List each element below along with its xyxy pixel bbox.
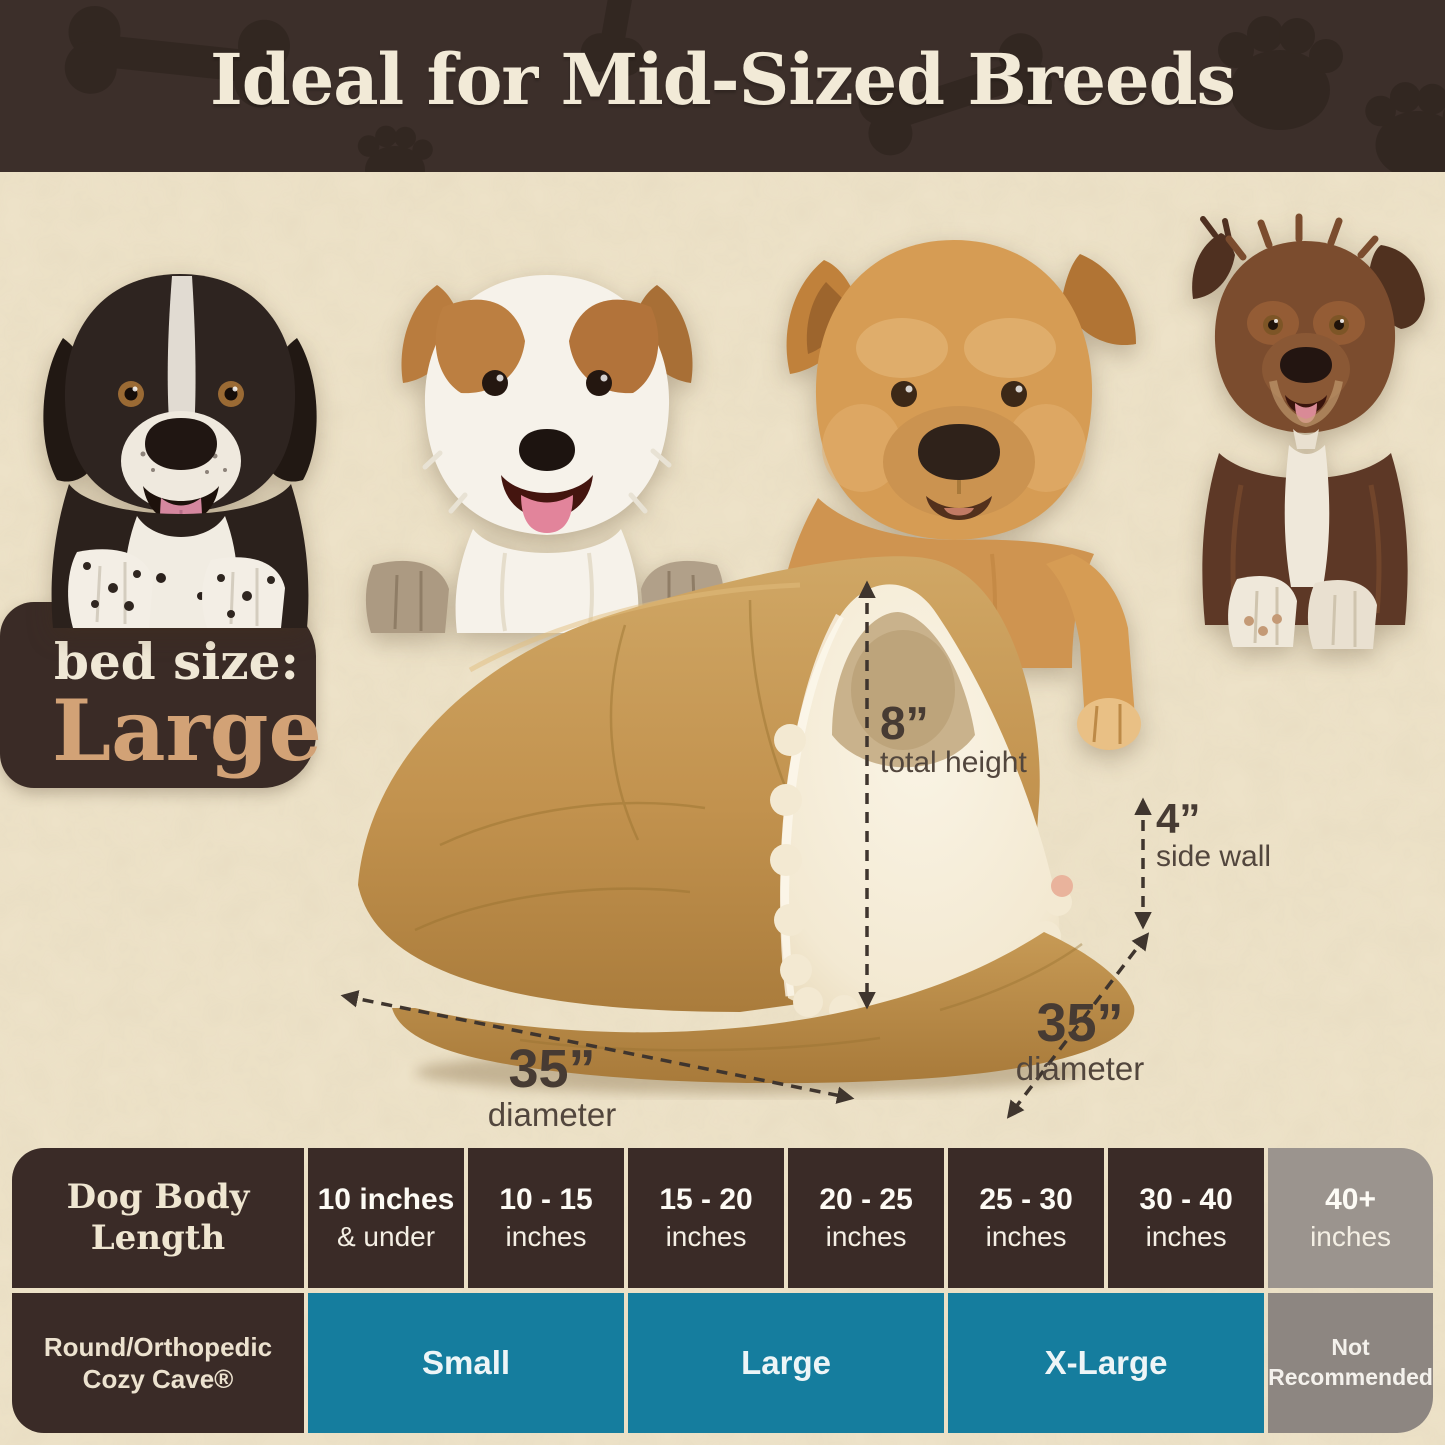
diameter-left-value: 35” [508, 1039, 596, 1099]
row2-header-line2: Cozy Cave® [82, 1364, 234, 1394]
chart-col-40-plus: 40+ inches [1268, 1148, 1433, 1288]
size-chart: Dog Body Length 10 inches & under 10 - 1… [12, 1148, 1433, 1433]
bone-icon [858, 33, 1052, 156]
row2-header-line1: Round/Orthopedic [43, 1331, 273, 1362]
chart-cell-xlarge: X-Large [948, 1293, 1265, 1433]
page-title: Ideal for Mid-Sized Breeds [210, 38, 1236, 121]
total-height-caption: total height [880, 746, 1027, 779]
row1-header-line1: Dog Body [66, 1177, 250, 1218]
chart-col-10-15: 10 - 15 inches [468, 1148, 625, 1288]
chart-row2-header: Round/Orthopedic Cozy Cave® [12, 1293, 304, 1433]
dog-photo-pointer-puppy [43, 274, 317, 628]
side-wall-label: 4” side wall [1156, 798, 1356, 875]
bone-icon [580, 0, 645, 77]
row1-header-line2: Length [90, 1218, 226, 1258]
diameter-left-caption: diameter [487, 1096, 617, 1133]
chart-col-25-30: 25 - 30 inches [948, 1148, 1105, 1288]
side-wall-caption: side wall [1156, 840, 1272, 873]
diameter-right-value: 35” [1036, 993, 1124, 1053]
chart-row1-header: Dog Body Length [12, 1148, 304, 1288]
chart-cell-small: Small [308, 1293, 625, 1433]
chart-col-15-20: 15 - 20 inches [628, 1148, 785, 1288]
chart-cell-large: Large [628, 1293, 945, 1433]
total-height-value: 8” [880, 697, 929, 749]
paw-print-icon [1218, 16, 1343, 130]
chart-col-20-25: 20 - 25 inches [788, 1148, 945, 1288]
paw-print-icon [357, 125, 433, 172]
chart-cell-not-recommended: Not Recommended [1268, 1293, 1433, 1433]
chart-col-30-40: 30 - 40 inches [1108, 1148, 1265, 1288]
bed-size-badge: bed size: Large [0, 602, 322, 788]
diameter-right-caption: diameter [1015, 1050, 1145, 1087]
bone-icon [64, 5, 291, 108]
title-banner: Ideal for Mid-Sized Breeds [0, 0, 1445, 172]
paw-print-icon [1365, 82, 1445, 172]
total-height-label: 8” total height [880, 700, 1120, 781]
chart-col-10-under: 10 inches & under [308, 1148, 465, 1288]
diameter-right-label: 35” diameter [980, 996, 1180, 1088]
bone-paw-pattern [64, 0, 1445, 172]
side-wall-value: 4” [1156, 795, 1201, 842]
diameter-left-label: 35” diameter [452, 1042, 652, 1134]
bed-size-value: Large [52, 680, 322, 780]
